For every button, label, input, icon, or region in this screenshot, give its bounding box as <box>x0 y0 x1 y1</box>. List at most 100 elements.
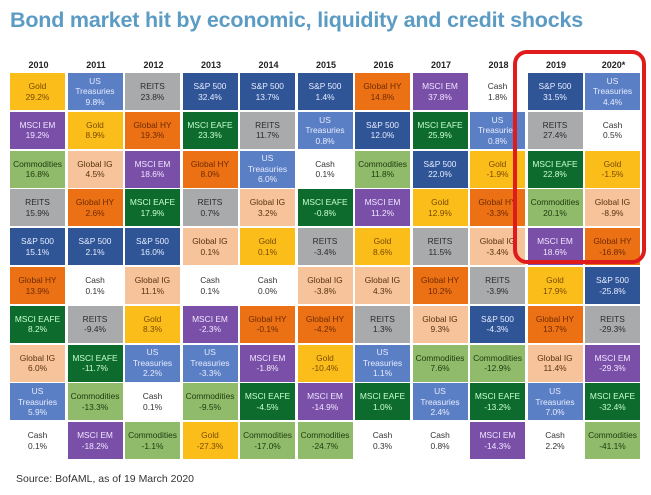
asset-name: Commodities <box>70 391 120 402</box>
asset-return-value: 8.6% <box>372 246 393 257</box>
asset-name: MSCI EM <box>307 391 343 402</box>
asset-name: US Treasuries <box>305 114 345 136</box>
asset-return-value: 0.1% <box>85 285 105 296</box>
asset-name: Cash <box>430 430 450 441</box>
asset-name: S&P 500 <box>538 81 572 91</box>
asset-cell: Gold 29.2% <box>10 73 65 110</box>
asset-return-value: -12.9% <box>484 363 511 374</box>
asset-return-value: 15.1% <box>25 246 50 257</box>
asset-return-value: 4.3% <box>372 285 393 296</box>
asset-return-value: 3.2% <box>257 207 278 218</box>
asset-name: Commodities <box>243 430 292 441</box>
asset-return-value: 11.8% <box>370 169 395 180</box>
asset-return-value: -4.2% <box>314 324 336 335</box>
asset-return-value: -17.0% <box>254 440 281 451</box>
asset-cell: MSCI EM 11.2% <box>355 189 410 227</box>
asset-name: S&P 500 <box>251 81 284 91</box>
asset-cell: S&P 500 13.7% <box>240 73 295 110</box>
asset-return-value: 8.9% <box>85 130 105 141</box>
asset-name: Commodities <box>128 430 177 441</box>
asset-name: S&P 500 <box>308 81 342 91</box>
asset-return-value: 31.5% <box>543 91 567 102</box>
asset-cell: S&P 500 32.4% <box>182 73 238 110</box>
asset-cell: Cash 0.8% <box>412 422 468 460</box>
asset-return-value: 13.9% <box>25 285 50 296</box>
asset-cell: REITS 1.3% <box>355 305 410 343</box>
asset-cell: Global IG 11.4% <box>527 344 583 382</box>
year-label: 2014 <box>258 60 279 70</box>
asset-return-value: 0.1% <box>315 169 335 180</box>
asset-cell: Global HY 14.8% <box>355 73 410 110</box>
asset-name: Gold <box>603 158 622 169</box>
asset-return-value: 12.9% <box>428 207 452 218</box>
asset-cell: Commodities -13.3% <box>67 383 123 421</box>
asset-cell: Global IG 11.1% <box>125 267 180 304</box>
asset-return-value: -3.3% <box>199 368 221 379</box>
asset-cell: MSCI EM -29.3% <box>585 344 640 382</box>
asset-name: Gold <box>373 236 392 247</box>
asset-cell: Global HY -16.8% <box>585 228 640 266</box>
asset-return-value: 6.0% <box>257 174 278 185</box>
asset-name: Commodities <box>13 158 62 169</box>
asset-cell: REITS -3.9% <box>470 267 525 304</box>
asset-name: Global IG <box>479 236 516 247</box>
year-label: 2016 <box>373 60 394 70</box>
year-label: 2017 <box>430 60 452 70</box>
asset-return-value: 1.4% <box>315 91 335 102</box>
asset-name: Gold <box>258 236 277 247</box>
asset-return-value: -4.3% <box>486 324 509 335</box>
asset-name: MSCI EM <box>77 430 113 441</box>
asset-name: Global IG <box>249 197 286 208</box>
asset-cell: MSCI EAFE 8.2% <box>10 305 65 343</box>
asset-cell: REITS -29.3% <box>585 305 640 343</box>
asset-cell: Global HY 13.7% <box>527 305 583 343</box>
year-label: 2011 <box>86 60 106 70</box>
asset-name: Cash <box>257 275 278 285</box>
asset-cell: Gold 12.9% <box>412 189 468 227</box>
asset-name: S&P 500 <box>136 236 169 247</box>
asset-name: Gold <box>546 275 564 285</box>
asset-name: Global HY <box>18 275 57 285</box>
asset-name: Gold <box>28 81 47 91</box>
asset-return-value: -32.4% <box>599 401 626 412</box>
asset-cell: Cash 0.5% <box>585 111 640 149</box>
asset-cell: REITS 11.7% <box>240 111 295 149</box>
asset-cell: S&P 500 2.1% <box>67 228 123 266</box>
asset-return-value: 19.3% <box>140 130 165 141</box>
asset-name: Commodities <box>300 430 350 441</box>
asset-return-value: 0.1% <box>27 440 48 451</box>
asset-return-value: -1.1% <box>141 440 164 451</box>
asset-name: Gold <box>316 352 334 363</box>
asset-return-value: 17.9% <box>140 207 165 218</box>
asset-name: Global IG <box>364 275 401 285</box>
asset-return-value: 2.1% <box>85 246 105 257</box>
asset-name: REITS <box>25 197 50 208</box>
asset-cell: REITS 15.9% <box>10 189 65 227</box>
asset-return-value: 0.8% <box>315 135 335 146</box>
asset-return-value: -8.9% <box>601 207 624 218</box>
asset-cell: Gold -1.9% <box>470 150 525 188</box>
asset-name: Global HY <box>363 81 402 91</box>
year-label: 2010 <box>28 60 49 70</box>
asset-cell: MSCI EM 18.6% <box>125 150 180 188</box>
asset-name: S&P 500 <box>78 236 112 247</box>
asset-return-value: 11.7% <box>255 130 280 141</box>
asset-cell: Global HY 2.6% <box>67 189 123 227</box>
asset-cell: Gold 8.3% <box>125 305 180 343</box>
asset-cell: S&P 500 1.4% <box>297 73 353 110</box>
asset-cell: Global IG 0.1% <box>182 228 238 266</box>
asset-name: US Treasuries <box>420 386 460 407</box>
asset-cell: MSCI EM -14.9% <box>297 383 353 421</box>
asset-cell: Cash 1.8% <box>470 73 525 110</box>
asset-return-value: 20.1% <box>543 207 567 218</box>
asset-return-value: 18.6% <box>543 246 567 257</box>
asset-cell: US Treasuries 6.0% <box>240 150 295 188</box>
asset-name: MSCI EAFE <box>474 391 521 402</box>
asset-cell: Commodities 7.6% <box>412 344 468 382</box>
asset-cell: Global HY 19.3% <box>125 111 180 149</box>
asset-name: MSCI EM <box>537 236 573 247</box>
asset-name: US Treasuries <box>17 386 58 407</box>
asset-cell: Global IG 4.3% <box>355 267 410 304</box>
asset-return-value: -3.4% <box>314 246 336 257</box>
asset-name: MSCI EM <box>19 119 56 130</box>
